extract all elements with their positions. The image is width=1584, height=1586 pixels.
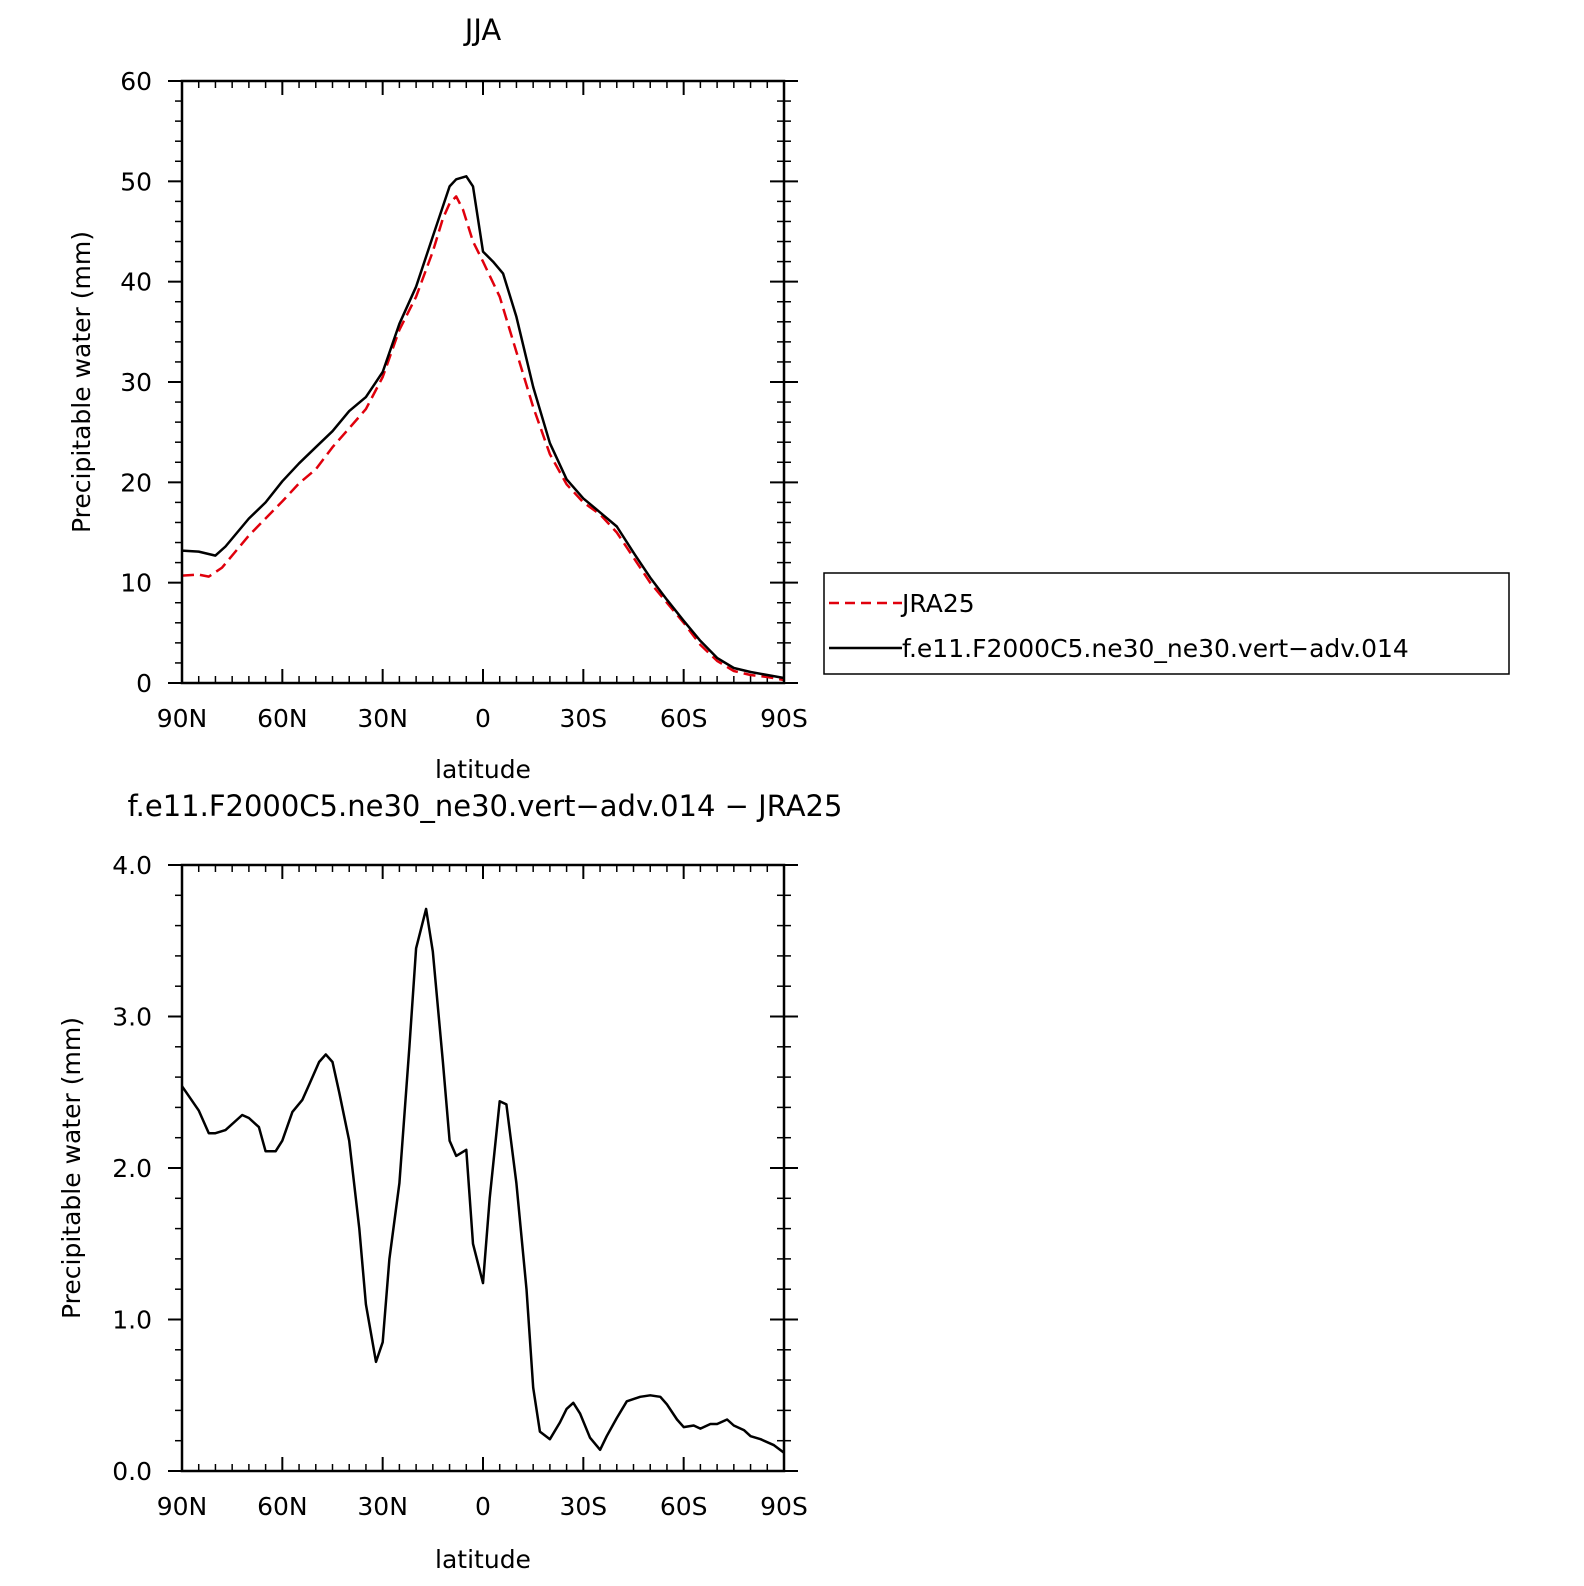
bottom-x-tick-label: 30S <box>559 1492 607 1521</box>
top-y-tick-label: 60 <box>120 67 152 96</box>
top-y-tick-label: 0 <box>136 669 152 698</box>
top-x-tick-label: 90S <box>760 704 808 733</box>
bottom-chart-ylabel: Precipitable water (mm) <box>57 1017 86 1319</box>
top-y-tick-label: 30 <box>120 368 152 397</box>
bottom-x-tick-label: 0 <box>475 1492 491 1521</box>
top-chart-panel: JJA 90N 60N 30N 0 30S 60S 90S 0 10 20 30 40 50 60 lat… <box>67 13 1510 784</box>
bottom-y-tick-label: 3.0 <box>112 1003 152 1032</box>
top-x-tick-label: 60N <box>257 704 308 733</box>
top-chart-series <box>181 175 785 682</box>
legend-label-jra25: JRA25 <box>900 589 975 618</box>
top-chart-tick-labels: 90N 60N 30N 0 30S 60S 90S 0 10 20 30 40 50 60 <box>120 67 808 733</box>
top-chart-xlabel: latitude <box>435 755 531 784</box>
bottom-x-tick-label: 30N <box>357 1492 408 1521</box>
top-chart-legend: JRA25 f.e11.F2000C5.ne30_ne30.vert−adv.0… <box>823 572 1510 675</box>
top-series-line-0 <box>181 195 785 682</box>
bottom-chart-xlabel: latitude <box>435 1545 531 1574</box>
top-chart-ylabel: Precipitable water (mm) <box>67 231 96 533</box>
legend-box <box>823 572 1510 675</box>
bottom-x-tick-label: 60S <box>660 1492 708 1521</box>
bottom-chart-series <box>180 907 785 1454</box>
top-y-tick-label: 40 <box>120 268 152 297</box>
bottom-x-tick-label: 60N <box>257 1492 308 1521</box>
top-y-tick-label: 20 <box>120 468 152 497</box>
bottom-chart-panel: f.e11.F2000C5.ne30_ne30.vert−adv.014 − J… <box>57 789 842 1574</box>
bottom-chart-frame <box>180 863 786 1473</box>
top-chart-frame <box>180 79 786 685</box>
top-x-tick-label: 30S <box>559 704 607 733</box>
top-y-tick-label: 10 <box>120 569 152 598</box>
top-x-tick-label: 60S <box>660 704 708 733</box>
top-chart-title: JJA <box>463 13 502 47</box>
bottom-y-tick-label: 0.0 <box>112 1457 152 1486</box>
top-x-tick-label: 0 <box>475 704 491 733</box>
top-series-line-1 <box>181 175 785 680</box>
bottom-y-tick-label: 1.0 <box>112 1306 152 1335</box>
bottom-x-tick-label: 90N <box>157 1492 208 1521</box>
bottom-chart-title: f.e11.F2000C5.ne30_ne30.vert−adv.014 − J… <box>128 789 843 823</box>
bottom-x-tick-label: 90S <box>760 1492 808 1521</box>
top-y-tick-label: 50 <box>120 167 152 196</box>
legend-label-model: f.e11.F2000C5.ne30_ne30.vert−adv.014 <box>902 634 1409 663</box>
bottom-chart-tick-labels: 90N 60N 30N 0 30S 60S 90S 0.0 1.0 2.0 3.0 4.0 <box>112 851 808 1521</box>
bottom-series-line-0 <box>180 907 785 1454</box>
top-x-tick-label: 90N <box>157 704 208 733</box>
bottom-y-tick-label: 4.0 <box>112 851 152 880</box>
top-x-tick-label: 30N <box>357 704 408 733</box>
bottom-y-tick-label: 2.0 <box>112 1154 152 1183</box>
